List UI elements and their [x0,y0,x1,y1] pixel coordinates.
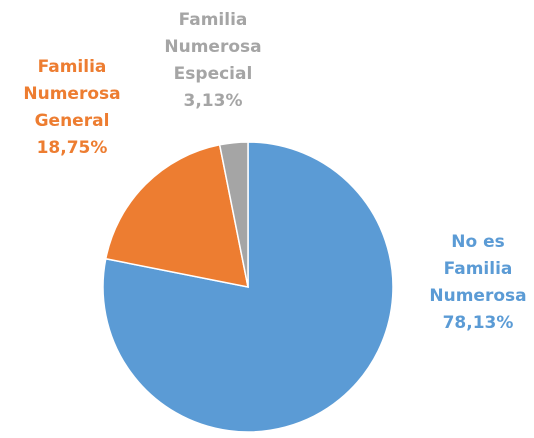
value-label: 18,75% [36,138,108,158]
category-label: Familia Numerosa Especial [164,10,262,84]
value-label: 78,13% [442,313,514,333]
value-label: 3,13% [183,91,243,111]
slice-label: No es Familia Numerosa 78,13% [423,229,533,337]
slice-label: Familia Numerosa Especial 3,13% [163,7,263,115]
category-label: No es Familia Numerosa [429,232,527,306]
category-label: Familia Numerosa General [23,57,121,131]
pie-slice [104,143,249,288]
pie-slice [102,141,394,433]
pie-slice [218,141,249,288]
slice-label: Familia Numerosa General 18,75% [22,54,122,162]
